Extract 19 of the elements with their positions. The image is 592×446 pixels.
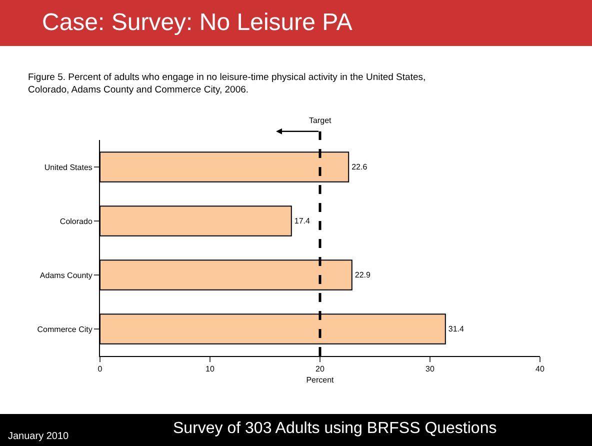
data-label: 22.9: [354, 270, 372, 280]
chart-title: Case: Survey: No Leisure PA: [42, 9, 352, 36]
data-label: 22.6: [352, 162, 368, 172]
y-tick-label: Adams County: [40, 270, 92, 280]
x-tick-label: 10: [206, 364, 215, 374]
x-tick-label: 20: [316, 364, 325, 374]
text: January 2010: [8, 431, 70, 442]
x-tick-label: 30: [426, 364, 435, 374]
text: Survey of 303 Adults using BRFSS Questions: [173, 420, 497, 437]
data-label: 31.4: [448, 324, 465, 334]
x-tick-label: 40: [536, 364, 545, 374]
y-tick-label: United States: [44, 162, 92, 172]
chart-subtitle: Figure 5. Percent of adults who engage in no leisure-time physical activity in the United States, Colorado, Adams County and Commerce City, 2006.: [28, 72, 426, 96]
x-axis-title: Percent: [306, 376, 335, 385]
x-tick-label: 0: [98, 364, 103, 374]
ref-line-label: Target: [309, 116, 332, 125]
y-tick-label: Commerce City: [37, 324, 92, 334]
y-tick-label: Colorado: [60, 216, 93, 226]
data-label: 17.4: [294, 216, 311, 226]
